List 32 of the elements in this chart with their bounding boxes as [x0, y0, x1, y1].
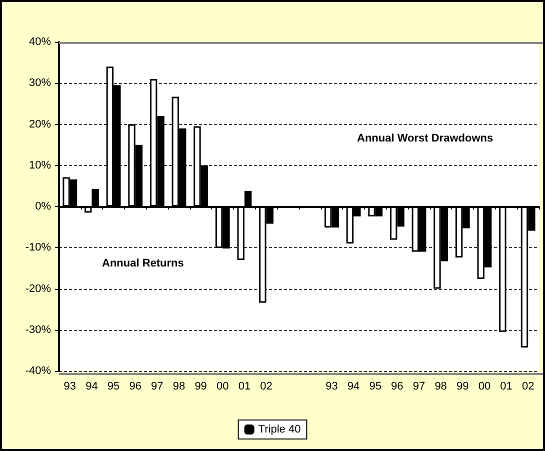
x-tick-label: 98: [434, 380, 447, 392]
x-tick-label: 98: [172, 380, 186, 392]
x-tick-label: 99: [194, 380, 207, 392]
x-tick-label: 01: [238, 380, 251, 392]
x-tick-label: 97: [412, 380, 426, 392]
x-tick-label: 94: [347, 380, 360, 392]
y-tick-label: 40%: [28, 36, 52, 48]
x-tick-label: 96: [129, 380, 142, 392]
x-tick-label: 94: [86, 380, 98, 392]
x-tick-label: 02: [522, 380, 534, 392]
x-tick-label: 00: [478, 380, 491, 392]
x-tick-label: 02: [260, 380, 272, 392]
y-tick-label: 0%: [35, 200, 52, 212]
x-tick-label: 93: [64, 380, 76, 392]
x-tick-label: 01: [500, 380, 512, 392]
y-tick-label: 20%: [28, 118, 52, 130]
annotation: Annual Returns: [102, 258, 184, 270]
x-tick-label: 95: [107, 380, 120, 392]
y-tick-label: -40%: [25, 365, 52, 377]
x-tick-label: 00: [216, 380, 229, 392]
x-tick-label: 93: [326, 380, 338, 392]
y-tick-label: 30%: [28, 77, 52, 90]
x-tick-label: 97: [151, 380, 164, 392]
y-tick-label: -30%: [25, 324, 52, 336]
y-tick-label: -10%: [25, 242, 52, 254]
y-tick-label: 10%: [28, 159, 52, 172]
annotation: Annual Worst Drawdowns: [357, 132, 494, 144]
legend-label: Triple 40: [258, 424, 301, 436]
y-tick-label: -20%: [25, 282, 52, 295]
x-tick-label: 95: [369, 380, 382, 392]
x-tick-label: 99: [456, 380, 469, 392]
x-tick-label: 96: [391, 380, 404, 392]
